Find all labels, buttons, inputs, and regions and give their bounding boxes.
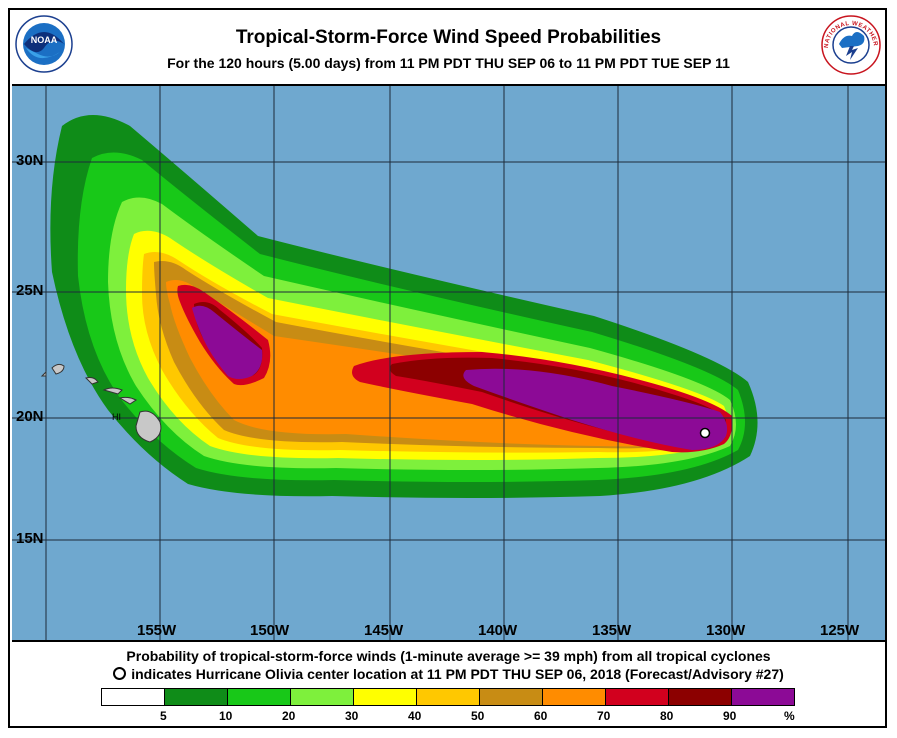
lon-label-150w: 150W (250, 622, 290, 639)
page-title: Tropical-Storm-Force Wind Speed Probabil… (235, 27, 662, 48)
legend-swatch (731, 688, 795, 706)
band-90-east (463, 368, 728, 450)
legend-swatch (605, 688, 669, 706)
legend-swatch (479, 688, 543, 706)
legend-swatch (164, 688, 228, 706)
legend-swatch (416, 688, 480, 706)
legend-label: 90 (723, 709, 737, 723)
noaa-logo-text: NOAA (31, 35, 58, 45)
legend-swatch (542, 688, 606, 706)
legend-label: 60 (534, 709, 548, 723)
storm-center-symbol (113, 667, 127, 680)
legend-label: 50 (471, 709, 485, 723)
hawaiian-islands (40, 363, 162, 443)
legend-label: 10 (219, 709, 233, 723)
legend-label: 20 (282, 709, 296, 723)
legend-label: 80 (660, 709, 674, 723)
caption-line-2: indicates Hurricane Olivia center locati… (0, 666, 897, 682)
lon-label-125w: 125W (820, 622, 860, 639)
legend-label: 30 (345, 709, 359, 723)
lat-label-15n: 15N (16, 530, 44, 547)
lat-lon-grid (12, 86, 885, 640)
lon-label-155w: 155W (137, 622, 177, 639)
storm-center-marker (699, 427, 711, 439)
legend-label: 5 (160, 709, 167, 723)
nws-logo: NATIONAL WEATHER SERVICE (820, 14, 881, 75)
lon-label-145w: 145W (364, 622, 404, 639)
legend-label: 70 (597, 709, 611, 723)
lat-label-20n: 20N (16, 408, 44, 425)
lon-label-130w: 130W (706, 622, 746, 639)
probability-map: HI (12, 84, 885, 642)
legend-swatch (353, 688, 417, 706)
legend-label: 40 (408, 709, 422, 723)
legend-swatch (101, 688, 165, 706)
lat-label-25n: 25N (16, 282, 44, 299)
legend-swatch (668, 688, 732, 706)
page-subtitle: For the 120 hours (5.00 days) from 11 PM… (167, 55, 730, 71)
hawaii-label: HI (112, 412, 121, 422)
band-90-west (192, 305, 263, 379)
caption-line-2-text: indicates Hurricane Olivia center locati… (131, 666, 784, 682)
lat-label-30n: 30N (16, 152, 44, 169)
noaa-logo: NOAA (15, 15, 73, 73)
caption-line-1: Probability of tropical-storm-force wind… (126, 648, 771, 664)
legend-swatch (227, 688, 291, 706)
legend-label: % (784, 709, 795, 723)
lon-label-140w: 140W (478, 622, 518, 639)
lon-label-135w: 135W (592, 622, 632, 639)
legend-swatch (290, 688, 354, 706)
map-canvas: HI (12, 86, 885, 640)
